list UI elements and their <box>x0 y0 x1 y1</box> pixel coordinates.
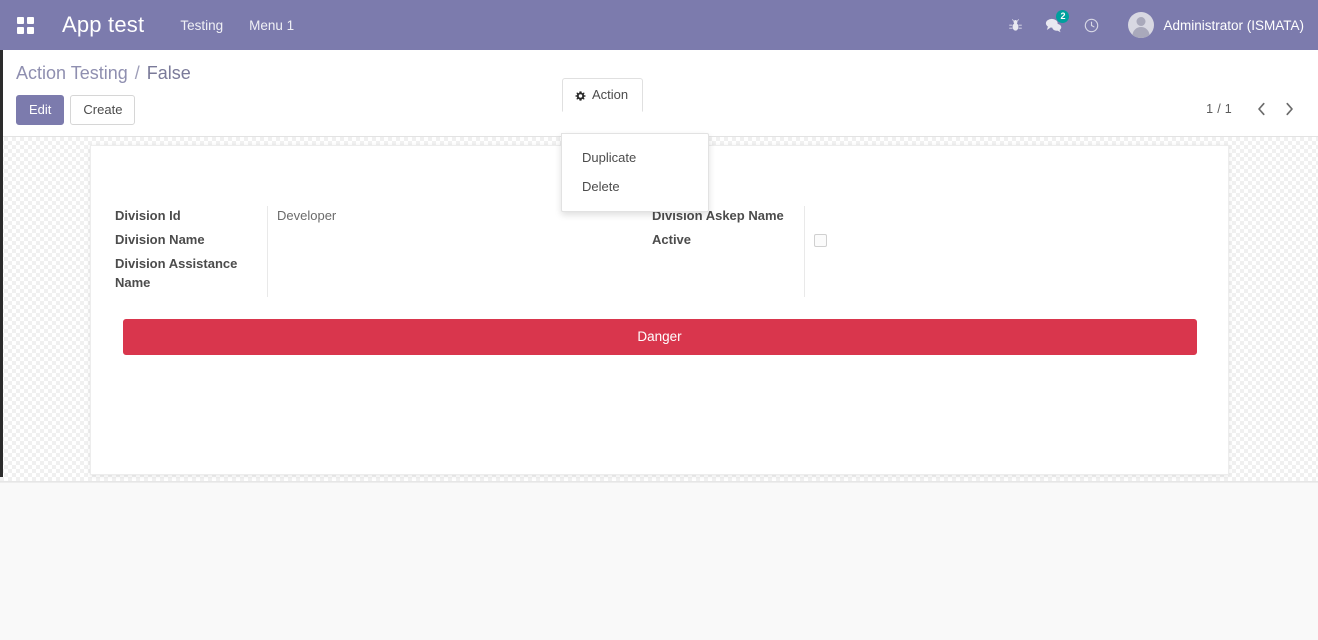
messages-badge: 2 <box>1056 10 1070 23</box>
label-division-assistance-name: Division Assistance Name <box>115 256 238 290</box>
action-button[interactable]: Action <box>562 78 644 112</box>
menu-item-menu-1[interactable]: Menu 1 <box>249 17 295 33</box>
gear-icon <box>575 89 586 101</box>
breadcrumb: Action Testing / False <box>16 50 1302 84</box>
value-division-assistance-name[interactable] <box>277 254 652 273</box>
control-panel-buttons: Edit Create Action Duplicate Delete 1 / … <box>16 78 1302 212</box>
form-labels-right: Division Askep Name Active <box>652 206 804 297</box>
dropdown-item-duplicate[interactable]: Duplicate <box>582 150 637 165</box>
dropdown-item-delete[interactable]: Delete <box>582 179 620 194</box>
user-menu[interactable]: Administrator (ISMATA) <box>1128 12 1304 38</box>
footer-area <box>0 482 1318 640</box>
form-values-left: Developer <box>267 206 652 297</box>
breadcrumb-root[interactable]: Action Testing <box>16 63 128 83</box>
breadcrumb-current: False <box>146 63 191 83</box>
avatar <box>1128 12 1155 38</box>
form-labels-left: Division Id Division Name Division Assis… <box>115 206 267 297</box>
form-column-left: Division Id Division Name Division Assis… <box>115 206 652 297</box>
grid-apps-icon <box>16 16 34 34</box>
value-division-id[interactable]: Developer <box>277 208 337 223</box>
create-button[interactable]: Create <box>70 95 136 125</box>
active-checkbox[interactable] <box>814 234 827 247</box>
apps-menu-button[interactable] <box>8 8 42 42</box>
value-division-name[interactable] <box>277 230 652 249</box>
form-column-right: Division Askep Name Active <box>652 206 1189 297</box>
left-edge-rail <box>0 50 3 477</box>
bug-icon[interactable] <box>996 8 1034 42</box>
breadcrumb-separator: / <box>134 63 140 83</box>
value-active <box>814 230 1189 252</box>
edit-button[interactable]: Edit <box>16 95 65 125</box>
pager: 1 / 1 <box>1206 98 1302 120</box>
messages-icon[interactable]: 2 <box>1034 8 1072 42</box>
action-dropdown-menu: Duplicate Delete <box>561 133 709 212</box>
danger-button[interactable]: Danger <box>122 319 1197 355</box>
top-navbar: App test Testing Menu 1 <box>0 0 1318 50</box>
username-label: Administrator (ISMATA) <box>1163 17 1304 33</box>
navbar-systray: 2 Administrator (ISMATA) <box>996 8 1304 42</box>
pager-next-button[interactable] <box>1276 98 1302 120</box>
label-division-id: Division Id <box>115 208 181 223</box>
pager-value: 1 / 1 <box>1206 102 1232 116</box>
value-division-askep-name[interactable] <box>814 206 1189 225</box>
activity-clock-icon[interactable] <box>1072 8 1110 42</box>
pager-previous-button[interactable] <box>1248 98 1274 120</box>
label-division-name: Division Name <box>115 232 205 247</box>
brand-title[interactable]: App test <box>62 12 145 37</box>
menu-item-testing[interactable]: Testing <box>180 17 224 33</box>
form-grid: Division Id Division Name Division Assis… <box>115 206 1204 297</box>
label-active: Active <box>652 232 692 247</box>
main-menu: Testing Menu 1 <box>180 18 996 33</box>
form-values-right <box>804 206 1189 297</box>
action-button-label: Action <box>592 87 629 102</box>
control-panel: Action Testing / False Edit Create Actio… <box>0 50 1318 212</box>
